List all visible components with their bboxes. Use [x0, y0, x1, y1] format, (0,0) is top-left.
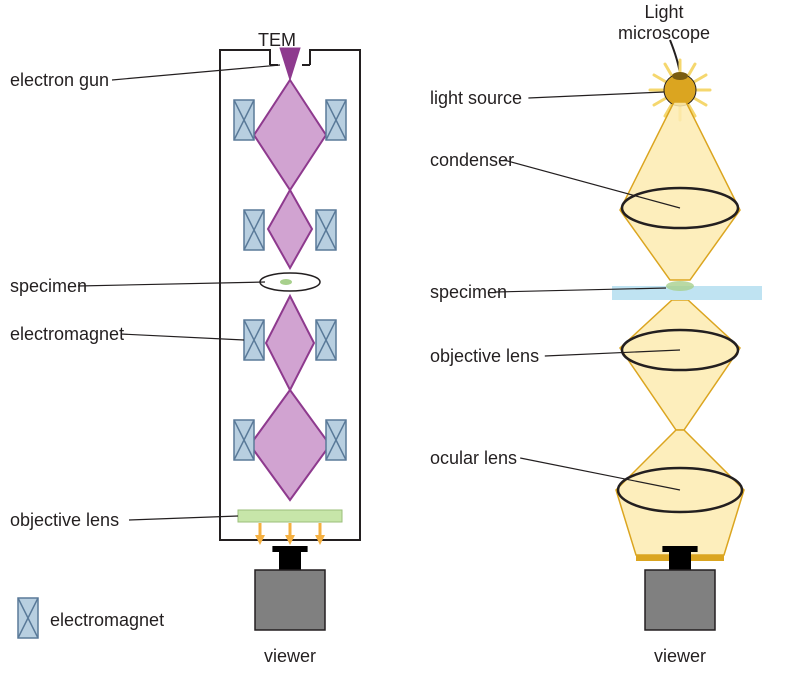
lm-label-ocular-lens: ocular lens	[430, 448, 517, 469]
tem-label-specimen: specimen	[10, 276, 87, 297]
tem-label-electron-gun: electron gun	[10, 70, 109, 91]
tem-label-objective: objective lens	[10, 510, 119, 531]
lm-label-light-source: light source	[430, 88, 522, 109]
tem-label-electromagnet: electromagnet	[10, 324, 124, 345]
lm-label-objective-lens: objective lens	[430, 346, 539, 367]
lm-label-condenser: condenser	[430, 150, 514, 171]
lm-title: Light microscope	[618, 2, 710, 44]
tem-label-viewer: viewer	[264, 646, 316, 667]
tem-title: TEM	[258, 30, 296, 51]
lm-label-viewer: viewer	[654, 646, 706, 667]
tem-legend-text: electromagnet	[50, 610, 164, 631]
lm-label-specimen: specimen	[430, 282, 507, 303]
